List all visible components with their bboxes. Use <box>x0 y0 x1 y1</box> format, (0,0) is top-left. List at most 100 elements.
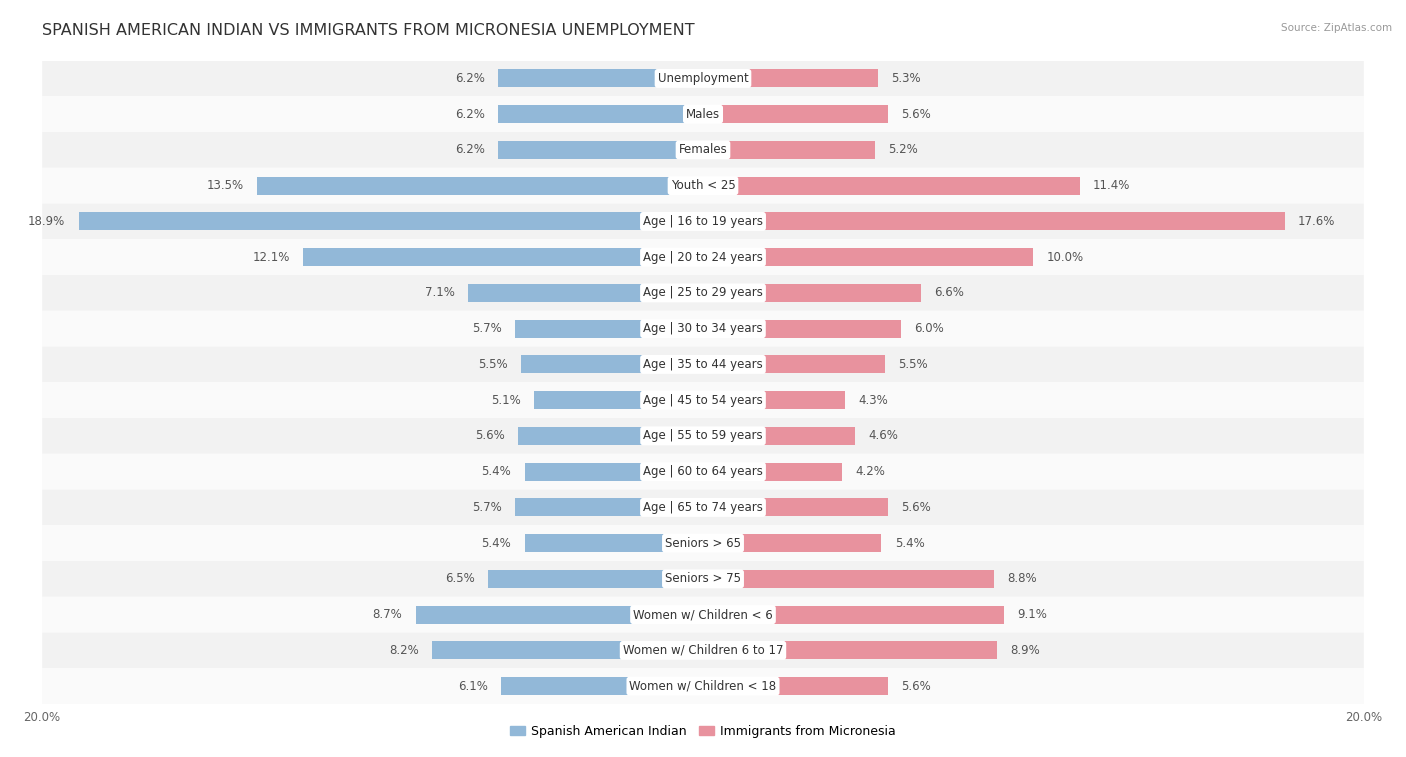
Text: 5.6%: 5.6% <box>901 107 931 120</box>
Text: Women w/ Children < 18: Women w/ Children < 18 <box>630 680 776 693</box>
Text: 8.8%: 8.8% <box>1007 572 1036 585</box>
Bar <box>515 498 703 516</box>
FancyBboxPatch shape <box>42 490 1364 525</box>
FancyBboxPatch shape <box>42 96 1364 132</box>
Bar <box>534 391 703 409</box>
Text: Males: Males <box>686 107 720 120</box>
Bar <box>703 356 884 373</box>
Bar <box>79 213 703 230</box>
FancyBboxPatch shape <box>42 239 1364 275</box>
Bar <box>515 319 703 338</box>
Text: Age | 65 to 74 years: Age | 65 to 74 years <box>643 501 763 514</box>
Bar <box>703 141 875 159</box>
Text: 13.5%: 13.5% <box>207 179 243 192</box>
Text: Women w/ Children < 6: Women w/ Children < 6 <box>633 608 773 621</box>
Bar <box>703 606 1004 624</box>
Bar <box>524 534 703 552</box>
FancyBboxPatch shape <box>42 453 1364 490</box>
Bar <box>703 248 1033 266</box>
Text: 17.6%: 17.6% <box>1298 215 1336 228</box>
FancyBboxPatch shape <box>42 347 1364 382</box>
Text: 4.6%: 4.6% <box>868 429 898 442</box>
Text: 6.2%: 6.2% <box>456 107 485 120</box>
Text: 8.7%: 8.7% <box>373 608 402 621</box>
Text: 5.6%: 5.6% <box>475 429 505 442</box>
Text: 6.0%: 6.0% <box>914 322 945 335</box>
Text: 6.5%: 6.5% <box>446 572 475 585</box>
FancyBboxPatch shape <box>42 668 1364 704</box>
Bar <box>432 641 703 659</box>
Text: 5.7%: 5.7% <box>471 501 502 514</box>
Text: Age | 55 to 59 years: Age | 55 to 59 years <box>643 429 763 442</box>
Bar <box>703 213 1285 230</box>
Text: 6.2%: 6.2% <box>456 143 485 157</box>
FancyBboxPatch shape <box>42 61 1364 96</box>
FancyBboxPatch shape <box>42 204 1364 239</box>
Text: 5.5%: 5.5% <box>898 358 928 371</box>
Bar <box>703 678 889 695</box>
Bar <box>703 391 845 409</box>
Text: 5.6%: 5.6% <box>901 501 931 514</box>
Text: Age | 60 to 64 years: Age | 60 to 64 years <box>643 465 763 478</box>
Text: 8.9%: 8.9% <box>1011 644 1040 657</box>
Text: 18.9%: 18.9% <box>28 215 65 228</box>
FancyBboxPatch shape <box>42 275 1364 311</box>
Text: Women w/ Children 6 to 17: Women w/ Children 6 to 17 <box>623 644 783 657</box>
Bar <box>498 141 703 159</box>
Text: Source: ZipAtlas.com: Source: ZipAtlas.com <box>1281 23 1392 33</box>
Bar <box>502 678 703 695</box>
Text: 9.1%: 9.1% <box>1017 608 1046 621</box>
Bar <box>524 463 703 481</box>
Text: Unemployment: Unemployment <box>658 72 748 85</box>
Text: 5.5%: 5.5% <box>478 358 508 371</box>
Text: 4.3%: 4.3% <box>858 394 889 407</box>
Bar <box>522 356 703 373</box>
Text: 5.1%: 5.1% <box>492 394 522 407</box>
Bar <box>703 105 889 123</box>
Bar <box>257 176 703 195</box>
Bar <box>703 284 921 302</box>
Text: 10.0%: 10.0% <box>1046 251 1084 263</box>
Text: SPANISH AMERICAN INDIAN VS IMMIGRANTS FROM MICRONESIA UNEMPLOYMENT: SPANISH AMERICAN INDIAN VS IMMIGRANTS FR… <box>42 23 695 38</box>
Bar <box>703 319 901 338</box>
Bar <box>703 498 889 516</box>
Text: 5.4%: 5.4% <box>482 537 512 550</box>
Bar <box>517 427 703 445</box>
Text: Age | 25 to 29 years: Age | 25 to 29 years <box>643 286 763 300</box>
Text: Seniors > 75: Seniors > 75 <box>665 572 741 585</box>
Text: 6.2%: 6.2% <box>456 72 485 85</box>
Text: Seniors > 65: Seniors > 65 <box>665 537 741 550</box>
Bar <box>703 176 1080 195</box>
Bar <box>498 70 703 87</box>
Bar <box>416 606 703 624</box>
Text: Age | 30 to 34 years: Age | 30 to 34 years <box>643 322 763 335</box>
FancyBboxPatch shape <box>42 525 1364 561</box>
Text: Youth < 25: Youth < 25 <box>671 179 735 192</box>
Bar <box>703 427 855 445</box>
FancyBboxPatch shape <box>42 418 1364 453</box>
Legend: Spanish American Indian, Immigrants from Micronesia: Spanish American Indian, Immigrants from… <box>505 720 901 743</box>
Bar <box>703 570 994 588</box>
Text: 5.4%: 5.4% <box>482 465 512 478</box>
Text: Age | 16 to 19 years: Age | 16 to 19 years <box>643 215 763 228</box>
Bar <box>304 248 703 266</box>
Text: 5.4%: 5.4% <box>894 537 924 550</box>
FancyBboxPatch shape <box>42 132 1364 168</box>
Text: Age | 20 to 24 years: Age | 20 to 24 years <box>643 251 763 263</box>
Text: 11.4%: 11.4% <box>1092 179 1130 192</box>
Text: 5.7%: 5.7% <box>471 322 502 335</box>
Bar <box>703 641 997 659</box>
Text: Females: Females <box>679 143 727 157</box>
FancyBboxPatch shape <box>42 311 1364 347</box>
FancyBboxPatch shape <box>42 561 1364 597</box>
Bar <box>488 570 703 588</box>
Bar <box>703 70 879 87</box>
Text: 8.2%: 8.2% <box>389 644 419 657</box>
Text: 6.6%: 6.6% <box>934 286 965 300</box>
Text: 5.2%: 5.2% <box>889 143 918 157</box>
Text: 6.1%: 6.1% <box>458 680 488 693</box>
FancyBboxPatch shape <box>42 382 1364 418</box>
Bar <box>703 534 882 552</box>
FancyBboxPatch shape <box>42 633 1364 668</box>
FancyBboxPatch shape <box>42 168 1364 204</box>
